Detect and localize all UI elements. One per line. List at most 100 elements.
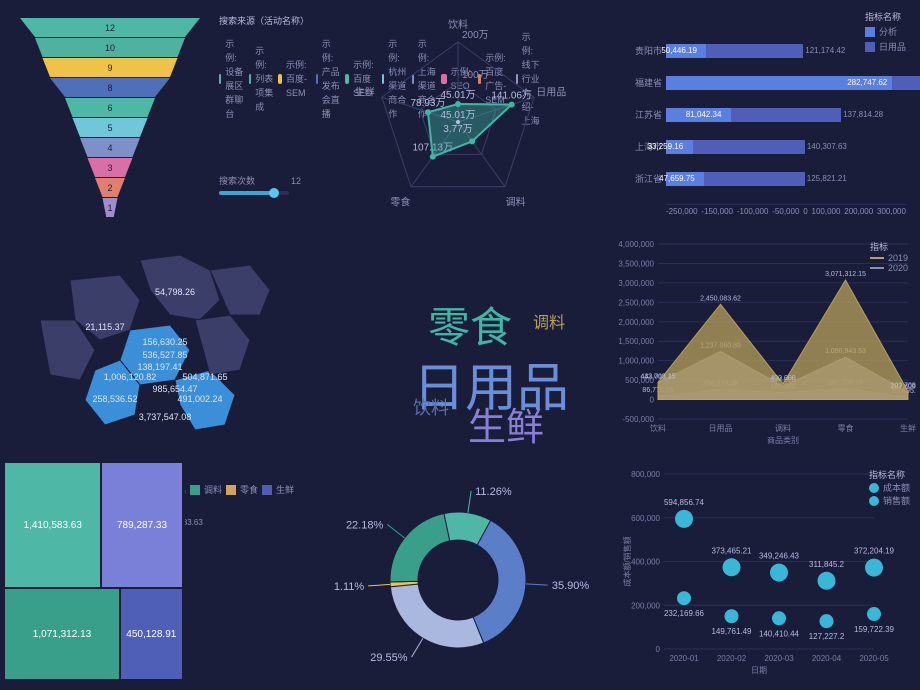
treemap-cell[interactable]: 789,287.33: [101, 462, 182, 588]
treemap-cell[interactable]: 450,128.91: [120, 588, 183, 680]
radar-chart: 饮料日用品调料零食生鲜200万100万45.01万141.06万107.13万7…: [304, 0, 612, 230]
svg-text:3,737,547.08: 3,737,547.08: [139, 412, 192, 422]
svg-text:2020-02: 2020-02: [717, 654, 747, 663]
svg-text:1.11%: 1.11%: [334, 581, 365, 593]
svg-text:日用品: 日用品: [536, 87, 566, 99]
svg-text:3,071,312.15: 3,071,312.15: [825, 271, 866, 278]
svg-text:零食: 零食: [838, 423, 854, 433]
svg-text:536,527.85: 536,527.85: [142, 350, 187, 360]
svg-text:372,204.19: 372,204.19: [854, 547, 895, 556]
svg-text:0: 0: [656, 645, 661, 654]
wordcloud-word: 生鲜: [468, 396, 544, 451]
svg-text:156,630.25: 156,630.25: [142, 337, 187, 347]
svg-text:594,856.74: 594,856.74: [664, 498, 705, 507]
area-legend-0: 2019: [888, 253, 908, 263]
svg-text:141.06万: 141.06万: [491, 91, 532, 102]
svg-text:400,000: 400,000: [770, 375, 795, 382]
treemap-cell[interactable]: 1,071,312.13: [4, 588, 120, 680]
scatter-legend: 指标名称 成本额 销售额: [869, 468, 910, 507]
donut-chart: 35.90%29.55%1.11%22.18%11.26%: [304, 458, 612, 688]
svg-text:9: 9: [107, 63, 112, 73]
svg-text:140,410.44: 140,410.44: [759, 629, 800, 638]
funnel-svg: 121098654321: [10, 14, 210, 224]
svg-text:10: 10: [105, 43, 115, 53]
svg-text:2020-03: 2020-03: [764, 654, 794, 663]
svg-text:4,000,000: 4,000,000: [618, 240, 654, 249]
wordcloud-chart: 零食调料日用品饮料生鲜: [304, 230, 612, 458]
svg-text:21,115.37: 21,115.37: [85, 322, 124, 332]
svg-text:-500,000: -500,000: [622, 415, 654, 424]
svg-text:3,500,000: 3,500,000: [618, 259, 654, 268]
svg-text:29.55%: 29.55%: [370, 652, 408, 664]
svg-text:0: 0: [650, 396, 655, 405]
svg-text:3,000,000: 3,000,000: [618, 279, 654, 288]
svg-text:12: 12: [105, 23, 115, 33]
funnel-slider-max: 12: [291, 176, 301, 186]
svg-text:商品类别: 商品类别: [767, 435, 799, 445]
svg-text:2020-01: 2020-01: [669, 654, 699, 663]
svg-text:127,227.2: 127,227.2: [809, 632, 845, 641]
hbar-axis: -250,000-150,000-100,000-50,0000100,0002…: [666, 204, 906, 216]
donut-svg: 35.90%29.55%1.11%22.18%11.26%: [308, 462, 608, 687]
svg-text:生鲜: 生鲜: [900, 423, 916, 433]
svg-text:2020-05: 2020-05: [859, 654, 889, 663]
hbar-legend-title: 指标名称: [865, 10, 906, 23]
svg-text:6: 6: [107, 103, 112, 113]
svg-text:日期: 日期: [751, 666, 767, 675]
wordcloud-word: 调料: [533, 309, 565, 333]
svg-text:985,654.47: 985,654.47: [152, 384, 197, 394]
svg-text:504,871.65: 504,871.65: [182, 372, 227, 382]
svg-text:调料: 调料: [775, 423, 791, 433]
svg-text:调料: 调料: [506, 195, 526, 208]
svg-text:零食: 零食: [390, 195, 410, 208]
svg-text:45.01万: 45.01万: [440, 110, 475, 121]
svg-text:442,003.15: 442,003.15: [640, 373, 675, 380]
svg-text:2,500,000: 2,500,000: [618, 298, 654, 307]
scatter-legend-1: 销售额: [883, 494, 910, 507]
svg-text:3.77万: 3.77万: [443, 124, 472, 135]
funnel-slider[interactable]: 搜索次数 12: [219, 174, 289, 195]
treemap-cell[interactable]: [183, 462, 185, 680]
scatter-legend-0: 成本额: [883, 481, 910, 494]
svg-text:2: 2: [107, 183, 112, 193]
svg-text:100万: 100万: [462, 70, 489, 81]
hbar-chart: 指标名称 分析 日用品 贵阳市 50,446.19 121,174.42福建省 …: [612, 0, 920, 230]
svg-text:1: 1: [107, 203, 112, 213]
treemap-cell[interactable]: 1,410,583.63: [4, 462, 101, 588]
svg-text:311,845.2: 311,845.2: [809, 560, 845, 569]
svg-text:209,708.61: 209,708.61: [890, 382, 916, 389]
funnel-slider-label: 搜索次数: [219, 176, 255, 186]
svg-text:2,450,083.62: 2,450,083.62: [700, 295, 741, 302]
scatter-legend-title: 指标名称: [869, 468, 910, 481]
svg-text:349,246.43: 349,246.43: [759, 552, 800, 561]
treemap-chart: 商品类别 饮料日用品调料零食生鲜 销售额求和 37,658.1 — 1,410,…: [0, 458, 304, 688]
funnel-chart: 121098654321 搜索来源（活动名称） 示例: 设备展区群聊台示例: 列…: [0, 0, 304, 230]
svg-text:400,000: 400,000: [631, 558, 660, 567]
svg-text:1,006,120.82: 1,006,120.82: [104, 372, 157, 382]
svg-text:3: 3: [107, 163, 112, 173]
svg-text:232,169.66: 232,169.66: [664, 609, 705, 618]
map-svg: 54,798.26 21,115.37 156,630.25 536,527.85 13…: [0, 230, 306, 455]
hbar-legend-0: 分析: [879, 25, 897, 38]
svg-text:45.01万: 45.01万: [440, 90, 475, 101]
svg-text:200,000: 200,000: [631, 601, 660, 610]
svg-text:22.18%: 22.18%: [346, 519, 384, 531]
area-legend-1: 2020: [888, 263, 908, 273]
svg-text:2020-04: 2020-04: [812, 654, 842, 663]
svg-text:成本额/销售额: 成本额/销售额: [622, 536, 632, 586]
area-legend-title: 指标: [870, 240, 908, 253]
scatter-chart: 指标名称 成本额 销售额 0200,000400,000600,000800,0…: [612, 458, 920, 688]
svg-text:54,798.26: 54,798.26: [155, 287, 195, 297]
wordcloud-word: 饮料: [413, 394, 449, 420]
svg-text:日用品: 日用品: [709, 424, 733, 433]
area-chart: 指标 2019 2020 -500,0000500,0001,000,0001,…: [612, 230, 920, 458]
svg-text:149,761.49: 149,761.49: [711, 627, 752, 636]
svg-text:200万: 200万: [462, 30, 489, 41]
svg-text:138,197.41: 138,197.41: [137, 362, 182, 372]
svg-text:491,002.24: 491,002.24: [177, 394, 222, 404]
svg-text:8: 8: [107, 83, 112, 93]
svg-text:饮料: 饮料: [650, 423, 666, 433]
svg-text:5: 5: [107, 123, 112, 133]
svg-text:800,000: 800,000: [631, 470, 660, 479]
svg-text:2,000,000: 2,000,000: [618, 318, 654, 327]
